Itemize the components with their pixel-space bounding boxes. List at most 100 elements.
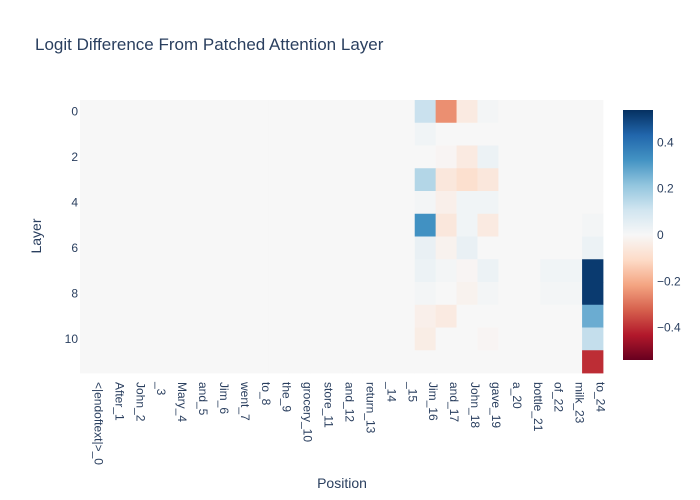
heatmap-cell [435,282,457,306]
heatmap-cell [393,350,416,374]
heatmap-cell [163,304,185,328]
heatmap-cell [205,304,227,328]
heatmap-cell [205,213,227,237]
heatmap-cell [142,327,165,351]
heatmap-cell [351,259,374,283]
heatmap-cell [561,350,583,374]
heatmap-cell [414,100,437,124]
heatmap-cell [582,213,604,237]
heatmap-cell [121,213,144,237]
heatmap-cell [582,168,604,192]
heatmap-cell [456,213,478,237]
heatmap-cell [414,145,437,169]
heatmap-cell [331,100,353,124]
heatmap-cell [582,122,604,146]
heatmap-cell [351,304,374,328]
heatmap-cell [351,282,374,306]
heatmap-cell [247,327,269,351]
heatmap-cell [142,282,165,306]
heatmap-cell [310,304,332,328]
heatmap-cell [435,350,457,374]
heatmap-cell [268,145,290,169]
heatmap-cell [498,282,520,306]
x-tick-label: milk_23 [573,382,587,424]
heatmap-cell [561,304,583,328]
heatmap-cell [456,191,478,215]
heatmap-cell [163,259,185,283]
y-tick-label: 4 [71,195,78,209]
heatmap-cell [80,122,102,146]
heatmap-cell [393,100,416,124]
heatmap-cell [477,304,499,328]
heatmap-cell [414,122,437,146]
heatmap-cell [540,122,562,146]
heatmap-cell [121,327,144,351]
heatmap-cell [289,145,311,169]
heatmap-cell [393,236,416,260]
heatmap-cell [414,213,437,237]
heatmap-cell [142,259,165,283]
heatmap-cell [142,100,165,124]
heatmap-cell [142,213,165,237]
heatmap-cell [247,145,269,169]
heatmap-cell [393,282,416,306]
heatmap-cell [142,350,165,374]
heatmap-cell [163,100,185,124]
x-tick-label: store_11 [322,382,336,428]
heatmap-cell [205,282,227,306]
heatmap-cell [331,213,353,237]
heatmap-cell [477,327,499,351]
heatmap-cell [477,350,499,374]
heatmap-cell [477,100,499,124]
heatmap-cell [289,168,311,192]
y-tick-label: 8 [71,286,78,300]
heatmap-cell [456,259,478,283]
heatmap-cell [540,282,562,306]
heatmap-cell [435,259,457,283]
x-tick-label: to_8 [259,382,273,406]
heatmap-cell [310,259,332,283]
heatmap-cell [372,327,395,351]
heatmap-cell [435,327,457,351]
heatmap-cell [226,168,248,192]
y-axis-title: Layer [28,218,44,253]
heatmap-cell [498,168,520,192]
heatmap-cell [498,213,520,237]
x-tick-label: John_2 [133,382,147,422]
heatmap-cell [184,191,206,215]
y-tick-label: 0 [71,104,78,118]
heatmap-cell [351,350,374,374]
heatmap-cell [561,122,583,146]
heatmap-cell [561,213,583,237]
heatmap-cell [331,304,353,328]
heatmap-cell [310,327,332,351]
x-tick-label: After_1 [112,382,126,421]
heatmap-cell [310,350,332,374]
heatmap-cell [268,122,290,146]
heatmap-cell [435,100,457,124]
heatmap-cell [142,168,165,192]
heatmap-cell [393,145,416,169]
heatmap-cell [435,304,457,328]
heatmap-cell [456,168,478,192]
heatmap-cell [163,236,185,260]
heatmap-cell [310,213,332,237]
heatmap-cell [289,191,311,215]
heatmap-cell [582,350,604,374]
heatmap-cell [393,304,416,328]
heatmap-cell [247,100,269,124]
heatmap-cell [331,236,353,260]
heatmap-cell [393,213,416,237]
heatmap-cell [540,168,562,192]
heatmap-cell [289,304,311,328]
heatmap-cell [289,327,311,351]
x-tick-label: and_12 [343,382,357,422]
heatmap-cell [372,100,395,124]
heatmap-cell [498,327,520,351]
heatmap-cell [540,100,562,124]
heatmap-cell [121,350,144,374]
heatmap-cell [163,350,185,374]
heatmap-cell [205,100,227,124]
heatmap-cell [393,327,416,351]
